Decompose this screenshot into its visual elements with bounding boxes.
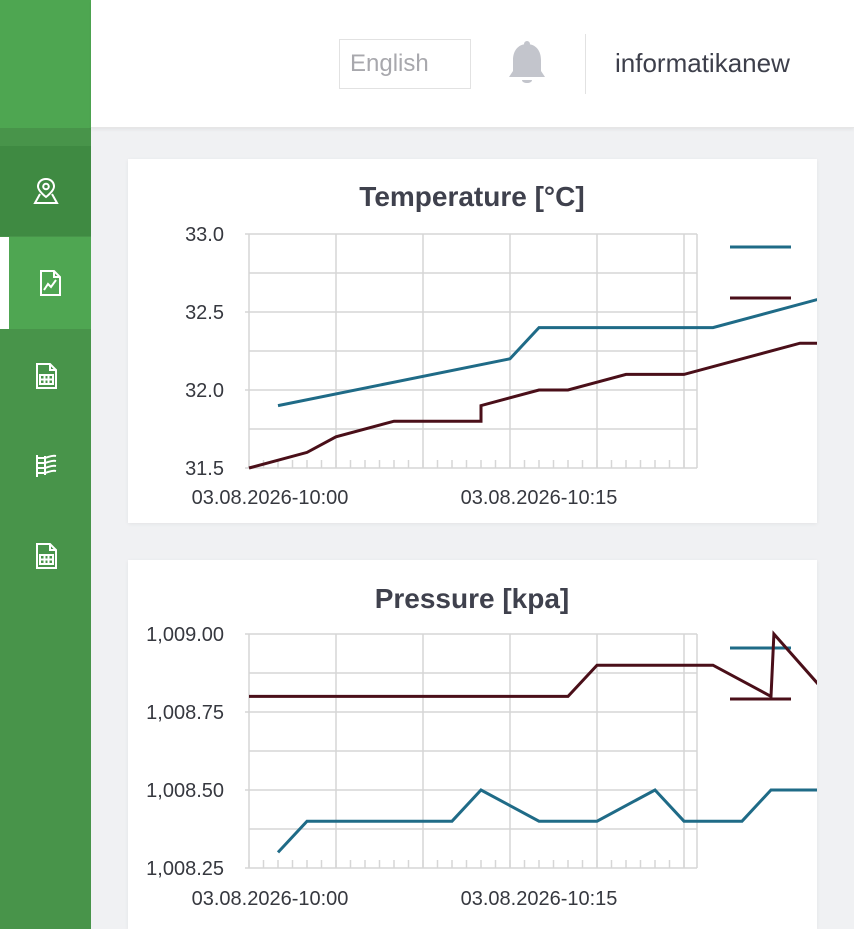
series-line-2	[248, 341, 817, 470]
sidebar-item-charts[interactable]	[9, 237, 91, 329]
chart-report-icon	[40, 270, 61, 296]
temperature-chart-card: Temperature [°C] 31.5 32.0 32.5 33.0 03.08.20…	[128, 159, 817, 523]
active-indicator	[0, 237, 9, 329]
series-line-2	[249, 630, 817, 699]
spreadsheet-doc-icon	[35, 363, 57, 389]
y-tick-label: 1,008.50	[146, 780, 224, 802]
bell-icon[interactable]	[504, 40, 550, 88]
x-tick-label: 03.08.2026-10:15	[461, 487, 618, 509]
chart-title: Temperature [°C]	[359, 181, 584, 212]
user-menu[interactable]: informatikanew	[615, 48, 790, 78]
map-pin-icon	[32, 177, 59, 204]
y-tick-label: 31.5	[185, 458, 224, 480]
tree-structure-icon	[35, 454, 56, 477]
top-header: English informatikanew	[91, 0, 854, 128]
chart-title: Pressure [kpa]	[375, 583, 570, 614]
series-line-1	[276, 788, 817, 854]
y-tick-label: 33.0	[185, 224, 224, 246]
y-tick-label: 32.5	[185, 302, 224, 324]
y-tick-label: 1,009.00	[146, 624, 224, 646]
sidebar-logo-area	[0, 0, 91, 128]
pressure-chart: Pressure [kpa] 1,008.25 1,008.50 1,008.75 1,…	[146, 583, 817, 910]
language-select[interactable]: English	[339, 39, 471, 89]
spreadsheet-doc-icon	[35, 543, 57, 569]
series-line-1	[277, 298, 817, 408]
pressure-chart-card: Pressure [kpa] 1,008.25 1,008.50 1,008.75 1,…	[128, 560, 817, 929]
sidebar-item-structure[interactable]	[0, 420, 91, 512]
x-tick-label: 03.08.2026-10:00	[192, 888, 349, 910]
y-tick-label: 1,008.75	[146, 702, 224, 724]
sidebar	[0, 0, 91, 929]
sidebar-item-map[interactable]	[0, 146, 91, 236]
y-tick-label: 32.0	[185, 380, 224, 402]
x-tick-label: 03.08.2026-10:00	[192, 487, 349, 509]
sidebar-item-report-2[interactable]	[0, 510, 91, 602]
sidebar-item-report[interactable]	[0, 330, 91, 422]
temperature-chart: Temperature [°C] 31.5 32.0 32.5 33.0 03.08.20…	[185, 181, 817, 509]
y-tick-label: 1,008.25	[146, 858, 224, 880]
header-divider	[585, 34, 586, 94]
x-tick-label: 03.08.2026-10:15	[461, 888, 618, 910]
